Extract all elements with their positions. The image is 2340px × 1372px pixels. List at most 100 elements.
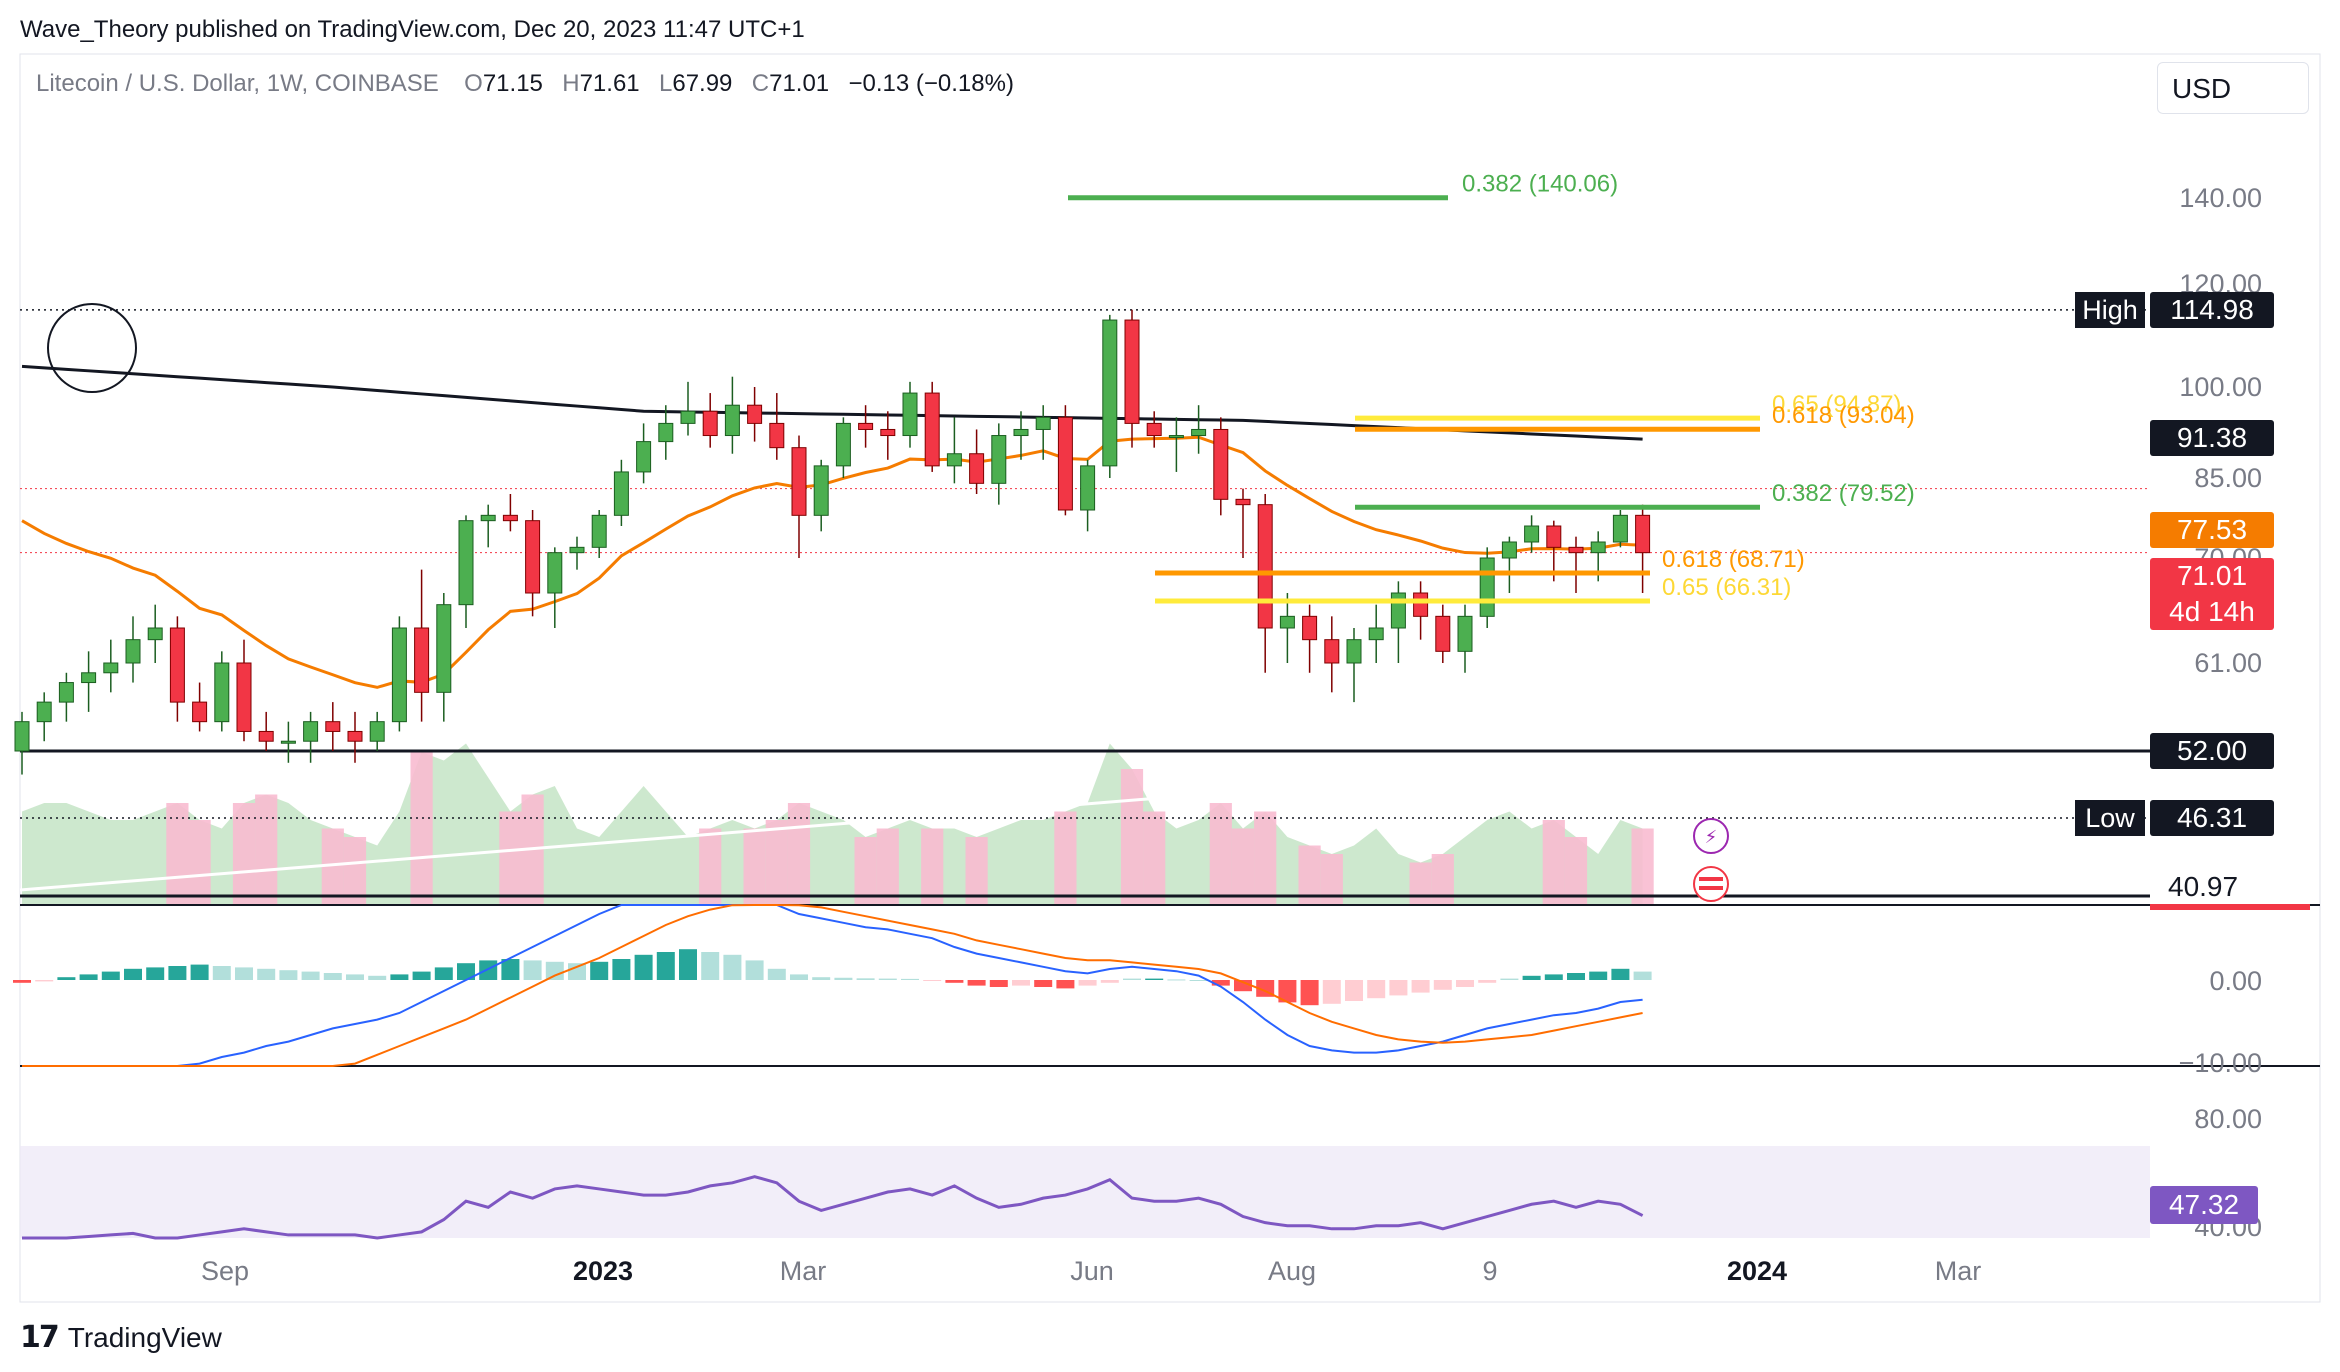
candle-body (1302, 615, 1318, 641)
candle-body (1279, 615, 1295, 629)
candle-body (192, 701, 208, 723)
candle-body (769, 422, 785, 449)
low-label: L (658, 70, 673, 97)
fib-label: 0.382 (79.52) (1772, 480, 1915, 507)
macd-histogram-bar (124, 968, 142, 980)
macd-histogram-bar (1633, 971, 1652, 980)
macd-histogram-bar (1567, 973, 1585, 980)
macd-histogram-bar (1478, 980, 1497, 983)
price-tag-plain: 40.97 (2168, 871, 2238, 902)
rsi-axis-tick: 80.00 (2194, 1104, 2262, 1134)
macd-histogram-bar (701, 952, 720, 980)
macd-histogram-bar (57, 977, 76, 980)
candle (680, 381, 696, 436)
macd-histogram-bar (634, 954, 653, 980)
candle (303, 711, 319, 763)
volume-trend-line (19, 796, 1161, 892)
symbol-legend[interactable]: Litecoin / U.S. Dollar, 1W, COINBASE O71… (36, 70, 1014, 98)
macd-histogram-bar (523, 960, 542, 980)
time-axis-tick: Mar (1935, 1256, 1982, 1286)
volume-bar-down (1542, 820, 1565, 905)
grid-layer (20, 904, 2320, 1067)
time-axis-tick: 2023 (573, 1256, 633, 1286)
macd-histogram-bar (279, 970, 298, 980)
candle-body (702, 410, 718, 437)
symbol-name[interactable]: Litecoin / U.S. Dollar, 1W, COINBASE (36, 70, 439, 97)
price-tag-value: 114.98 (2170, 294, 2254, 325)
rsi-value-tag-box (2150, 1186, 2258, 1224)
macd-histogram-bar (190, 964, 209, 980)
macd-histogram-bar (812, 977, 831, 980)
volume-bar-down (166, 803, 189, 905)
candle (458, 515, 474, 628)
volume-bar-down (1231, 828, 1255, 905)
candle (658, 405, 674, 460)
candle-body (1413, 592, 1429, 617)
candle-body (1035, 416, 1051, 430)
time-axis[interactable]: Sep 2023 Mar Jun Aug 9 2024 Mar (201, 1256, 1981, 1286)
macd-histogram-bar (457, 963, 475, 980)
macd-histogram-bar (1167, 979, 1186, 981)
price-tag: 71.01 4d 14h (2150, 558, 2274, 630)
candle (1390, 581, 1406, 663)
candle-body (391, 627, 407, 723)
currency-button[interactable]: USD (2157, 62, 2309, 114)
candle-body (680, 410, 696, 424)
close-value: 71.01 (769, 70, 830, 97)
volume-layer (19, 743, 1654, 905)
macd-histogram-bar (679, 949, 697, 980)
candle (613, 459, 629, 526)
volume-bar-down (1254, 811, 1277, 905)
price-tag-value: 91.38 (2177, 422, 2247, 453)
candle-body (1213, 428, 1229, 500)
event-icons[interactable]: ⚡ (1693, 818, 1729, 902)
candle (1302, 604, 1318, 673)
macd-histogram-bar (368, 975, 387, 980)
candle (1102, 314, 1118, 478)
candle (591, 510, 607, 558)
rsi-band (20, 1146, 2150, 1238)
candle-body (1501, 541, 1517, 559)
fib-label: 0.618 (93.04) (1772, 402, 1915, 429)
volume-bar-down (1409, 862, 1432, 905)
volume-bar-down (965, 837, 988, 905)
footer-brand[interactable]: 𝟭𝟳 TradingView (20, 1320, 222, 1355)
price-tag-box (2150, 420, 2274, 456)
candle-body (214, 662, 230, 723)
candle-body (1346, 639, 1362, 664)
macd-histogram-bar (1100, 980, 1119, 983)
candle (1191, 405, 1207, 454)
publisher-line: Wave_Theory published on TradingView.com… (20, 16, 805, 43)
price-axis[interactable]: 140.00120.00100.0085.0070.0061.000.00−10… (2179, 183, 2262, 1242)
drawing-circle[interactable] (47, 303, 137, 393)
macd-histogram-bar (878, 978, 897, 980)
macd-histogram-bar (1433, 980, 1452, 990)
candle (1568, 536, 1584, 593)
fib-label: 0.65 (66.31) (1662, 574, 1791, 601)
candle (924, 381, 940, 472)
candle-body (547, 552, 563, 594)
candle-body (1124, 319, 1140, 424)
macd-histogram-bar (479, 960, 498, 980)
candle (480, 504, 496, 548)
macd-histogram-bar (923, 980, 942, 981)
volume-bar-down (1564, 837, 1588, 905)
price-tag-box (2150, 292, 2274, 328)
macd-histogram-bar (590, 961, 609, 980)
macd-histogram-bar (656, 952, 675, 980)
macd-histogram-bar (767, 968, 786, 980)
price-tag-label-box (2075, 800, 2145, 836)
candle (147, 604, 163, 663)
macd-histogram-bar (13, 980, 31, 983)
macd-histogram-bar (612, 959, 631, 980)
candle (969, 429, 985, 494)
candle-body (502, 514, 518, 522)
candle-body (747, 404, 763, 424)
time-axis-tick: Mar (780, 1256, 827, 1286)
candle-body (1168, 435, 1184, 439)
price-tag: High 114.98 (2075, 292, 2274, 328)
candle-body (613, 471, 629, 516)
candle-body (835, 422, 851, 467)
candle-body (1235, 498, 1251, 506)
macd-histogram-bar (1278, 980, 1297, 1003)
